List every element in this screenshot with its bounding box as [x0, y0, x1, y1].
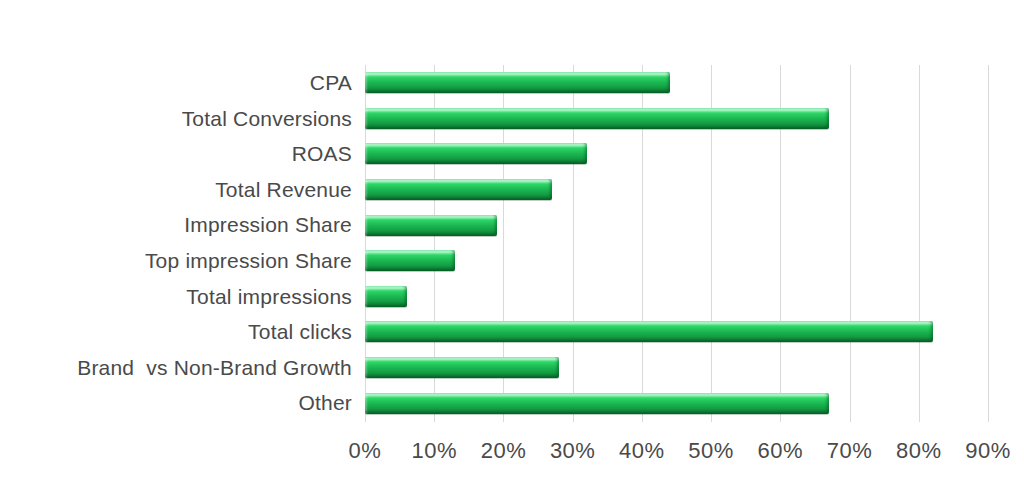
x-tick-label: 20% [481, 438, 527, 464]
chart-row: Total clicks [0, 314, 1024, 350]
x-tick-label: 60% [758, 438, 804, 464]
bar [365, 215, 497, 236]
chart-row: Total Conversions [0, 101, 1024, 137]
x-tick-label: 80% [896, 438, 942, 464]
chart-row: Top impression Share [0, 243, 1024, 279]
category-label: Total Conversions [0, 101, 352, 137]
category-label: Brand vs Non-Brand Growth [0, 350, 352, 386]
bar [365, 393, 829, 414]
category-label: Total clicks [0, 314, 352, 350]
bar [365, 321, 933, 342]
category-label: Impression Share [0, 207, 352, 243]
bar [365, 179, 552, 200]
bar [365, 143, 587, 164]
category-label: Total impressions [0, 279, 352, 315]
x-tick-label: 10% [411, 438, 457, 464]
x-tick-label: 70% [827, 438, 873, 464]
chart-row: Impression Share [0, 207, 1024, 243]
bar [365, 357, 559, 378]
chart-row: Total Revenue [0, 172, 1024, 208]
chart-row: Other [0, 385, 1024, 421]
x-tick-label: 40% [619, 438, 665, 464]
category-label: Other [0, 385, 352, 421]
bar [365, 250, 455, 271]
bar [365, 286, 407, 307]
x-tick-label: 30% [550, 438, 596, 464]
x-tick-label: 0% [349, 438, 382, 464]
chart-row: CPA [0, 65, 1024, 101]
chart-row: Total impressions [0, 279, 1024, 315]
chart-row: Brand vs Non-Brand Growth [0, 350, 1024, 386]
x-tick-label: 90% [965, 438, 1011, 464]
category-label: Top impression Share [0, 243, 352, 279]
bar-chart-page: CPATotal ConversionsROASTotal RevenueImp… [0, 0, 1024, 482]
bar [365, 108, 829, 129]
chart-row: ROAS [0, 136, 1024, 172]
bar [365, 72, 670, 93]
category-label: ROAS [0, 136, 352, 172]
category-label: CPA [0, 65, 352, 101]
x-tick-label: 50% [688, 438, 734, 464]
category-label: Total Revenue [0, 172, 352, 208]
